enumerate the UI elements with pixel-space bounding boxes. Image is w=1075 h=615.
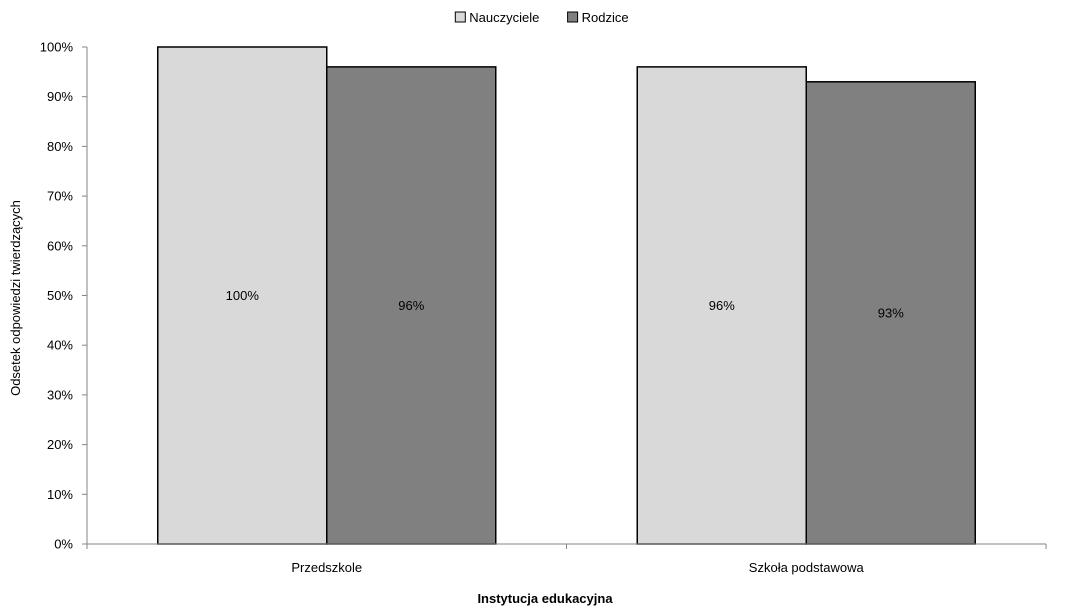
bar-value-label: 96%: [709, 298, 735, 313]
bar-rodzice-2: [805, 81, 976, 545]
y-tick-label: 70%: [47, 189, 73, 204]
y-tick-label: 20%: [47, 437, 73, 452]
legend-swatch-rodzice: [567, 11, 579, 23]
x-axis-title: Instytucja edukacyjna: [477, 591, 613, 606]
x-axis: Przedszkole Szkoła podstawowa: [86, 543, 1047, 575]
bar-nauczyciele-2: [636, 66, 807, 545]
legend-label-nauczyciele: Nauczyciele: [469, 10, 539, 25]
bar-rodzice-1: [326, 66, 497, 545]
y-tick-label: 50%: [47, 288, 73, 303]
y-axis-title: Odsetek odpowiedzi twierdzących: [8, 200, 23, 396]
y-tick-label: 100%: [40, 40, 74, 55]
legend: Nauczyciele Rodzice: [454, 10, 629, 25]
bar-value-label: 100%: [226, 288, 260, 303]
bar-value-label: 93%: [878, 305, 904, 320]
x-tick-label: Przedszkole: [291, 560, 362, 575]
bar-labels: 100% 96% 96% 93%: [226, 288, 905, 320]
y-tick-label: 90%: [47, 89, 73, 104]
y-tick-label: 60%: [47, 238, 73, 253]
x-tick-label: Szkoła podstawowa: [749, 560, 865, 575]
bars: [157, 46, 976, 545]
y-tick-label: 30%: [47, 387, 73, 402]
y-tick-label: 10%: [47, 487, 73, 502]
y-tick-label: 40%: [47, 338, 73, 353]
y-tick-label: 0%: [54, 537, 73, 552]
y-tick-label: 80%: [47, 139, 73, 154]
bar-nauczyciele-1: [157, 46, 328, 545]
legend-label-rodzice: Rodzice: [582, 10, 629, 25]
y-axis: 0% 10% 20% 30% 40% 50% 60% 70% 80% 90% 100%: [40, 40, 88, 552]
legend-swatch-nauczyciele: [454, 11, 466, 23]
bar-value-label: 96%: [398, 298, 424, 313]
